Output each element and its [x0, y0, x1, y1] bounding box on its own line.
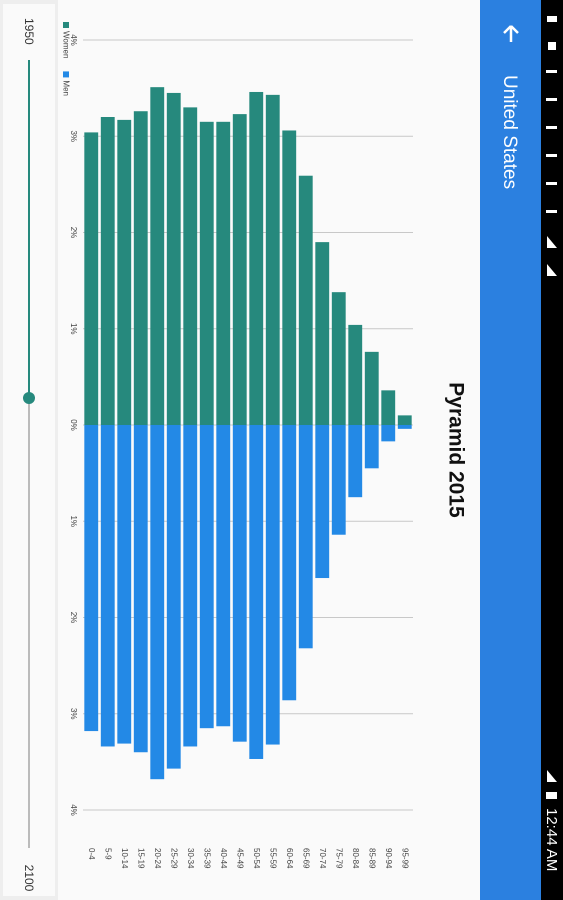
bar [282, 130, 297, 425]
bar [348, 324, 363, 425]
bar [298, 425, 313, 649]
app-bar [480, 0, 541, 900]
bar [133, 425, 148, 753]
status-icons [546, 16, 557, 799]
category-label: 30-34 [186, 848, 195, 869]
category-label: 20-24 [153, 848, 162, 869]
x-tick-label: 0% [69, 419, 78, 431]
bar [381, 425, 396, 442]
category-label: 95-99 [401, 848, 410, 869]
slider-end: 2100 [22, 865, 36, 892]
bar [150, 425, 165, 780]
category-label: 35-39 [203, 848, 212, 869]
status-bar [541, 0, 563, 900]
slider-start: 1950 [22, 18, 36, 45]
bar [397, 425, 412, 429]
clock: 12:44 AM [543, 808, 560, 871]
x-tick-label: 1% [69, 323, 78, 335]
bar [100, 425, 115, 747]
icon [548, 42, 556, 50]
bar [150, 87, 165, 425]
icon [547, 264, 557, 276]
category-label: 80-84 [351, 848, 360, 869]
bar [216, 121, 231, 425]
bar [381, 390, 396, 426]
bar [265, 94, 280, 426]
back-button[interactable] [503, 25, 519, 42]
bar [199, 425, 214, 729]
category-label: 55-59 [269, 848, 278, 869]
legend-swatch [63, 71, 69, 78]
bar [249, 425, 264, 759]
legend-label: Women [61, 31, 70, 58]
x-tick-label: 3% [69, 708, 78, 720]
icon [546, 182, 557, 185]
bar [348, 425, 363, 498]
x-tick-label: 4% [69, 34, 78, 46]
bar [166, 425, 181, 769]
category-label: 70-74 [318, 848, 327, 869]
bar [315, 242, 330, 425]
bar [183, 425, 198, 747]
legend-label: Men [61, 80, 70, 96]
icon [546, 210, 557, 213]
category-label: 15-19 [137, 848, 146, 869]
category-label: 0-4 [87, 848, 96, 860]
bar [84, 425, 99, 732]
icon [547, 16, 557, 22]
legend-swatch [63, 22, 69, 28]
x-tick-label: 1% [69, 515, 78, 527]
category-label: 10-14 [120, 848, 129, 869]
bar [315, 425, 330, 579]
bar [199, 121, 214, 425]
bar [84, 132, 99, 425]
bar [397, 415, 412, 425]
x-tick-label: 2% [69, 227, 78, 239]
category-label: 60-64 [285, 848, 294, 869]
bar [282, 425, 297, 701]
chart-title: Pyramid 2015 [444, 382, 467, 518]
x-tick-label: 3% [69, 130, 78, 142]
bar [331, 292, 346, 425]
bar [232, 425, 247, 742]
slider-thumb[interactable] [23, 392, 35, 404]
x-tick-label: 4% [69, 804, 78, 816]
category-label: 75-79 [335, 848, 344, 869]
category-label: 65-69 [302, 848, 311, 869]
bar [117, 425, 132, 744]
bar [249, 91, 264, 425]
bar [364, 425, 379, 469]
bar [298, 175, 313, 425]
bar [331, 425, 346, 535]
bar [133, 111, 148, 425]
bar [216, 425, 231, 727]
bar [232, 114, 247, 426]
bar [183, 107, 198, 425]
category-label: 85-89 [368, 848, 377, 869]
bar [100, 117, 115, 425]
category-label: 5-9 [104, 848, 113, 860]
icon [546, 70, 557, 73]
category-label: 25-29 [170, 848, 179, 869]
category-label: 90-94 [384, 848, 393, 869]
category-label: 50-54 [252, 848, 261, 869]
icon [547, 770, 557, 782]
bar [166, 92, 181, 425]
category-label: 45-49 [236, 848, 245, 869]
category-label: 40-44 [219, 848, 228, 869]
battery [546, 792, 557, 799]
icon [546, 126, 557, 129]
icon [546, 98, 557, 101]
icon [546, 154, 557, 157]
x-tick-label: 2% [69, 612, 78, 624]
bar [265, 425, 280, 745]
bar [117, 119, 132, 425]
icon [547, 236, 557, 248]
bar [364, 351, 379, 426]
app-title: United States [499, 75, 520, 189]
